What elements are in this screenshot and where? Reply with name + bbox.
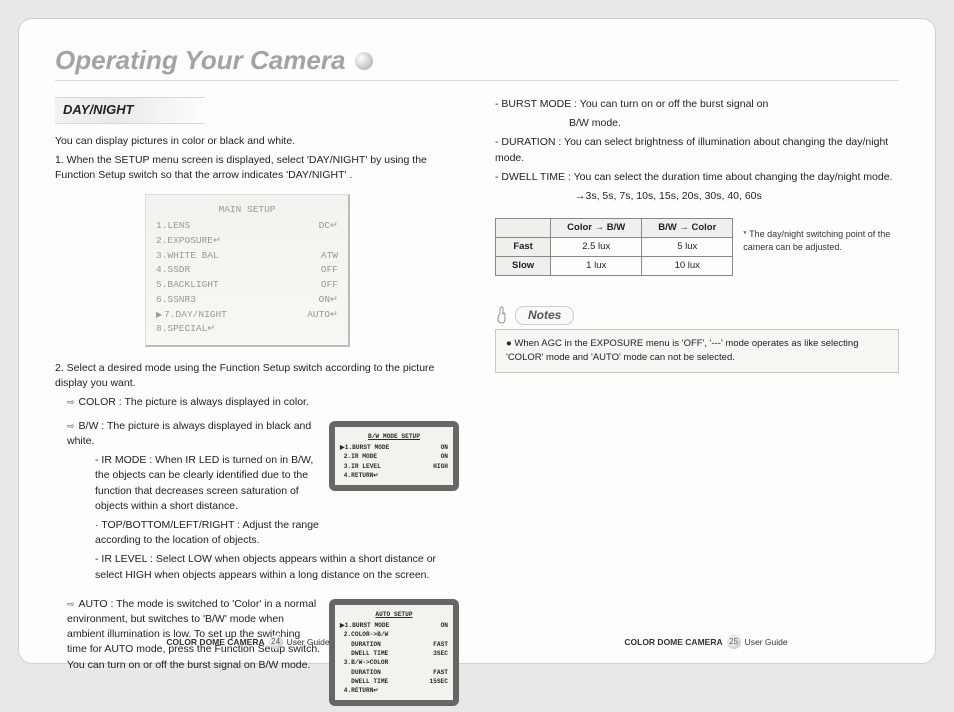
table-corner (496, 219, 551, 238)
step-2: 2. Select a desired mode using the Funct… (55, 361, 459, 391)
switch-point-table: Color → B/W B/W → Color Fast 2.5 lux 5 l… (495, 218, 733, 275)
section-heading: DAY/NIGHT (55, 97, 205, 124)
content-columns: DAY/NIGHT You can display pictures in co… (55, 97, 899, 712)
footer-guide: User Guide (287, 637, 330, 647)
main-setup-title: MAIN SETUP (156, 203, 338, 218)
step-1: 1. When the SETUP menu screen is display… (55, 153, 459, 183)
color-mode-line: COLOR : The picture is always displayed … (55, 395, 459, 410)
notes-hand-icon (495, 306, 509, 324)
bw-screen-title: B/W MODE SETUP (340, 432, 448, 441)
footer-right: COLOR DOME CAMERA 25 User Guide (624, 635, 787, 649)
burst-line-2: B/W mode. (495, 116, 899, 131)
ir-level-text: - IR LEVEL : Select LOW when objects app… (55, 552, 459, 582)
right-column: - BURST MODE : You can turn on or off th… (495, 97, 899, 712)
auto-screen-title: AUTO SETUP (340, 610, 448, 619)
right-bullets: - BURST MODE : You can turn on or off th… (495, 97, 899, 204)
dwell-line: - DWELL TIME : You can select the durati… (495, 170, 899, 185)
switch-table-row: Color → B/W B/W → Color Fast 2.5 lux 5 l… (495, 210, 899, 281)
main-setup-screen: MAIN SETUP 1.LENSDC↵2.EXPOSURE↵3.WHITE B… (145, 194, 350, 347)
dwell-values: →3s, 5s, 7s, 10s, 15s, 20s, 30s, 40, 60s (495, 189, 899, 204)
cell: 1 lux (551, 256, 642, 275)
cell: 10 lux (642, 256, 733, 275)
notes-label: Notes (515, 306, 574, 325)
notes-box: ● When AGC in the EXPOSURE menu is 'OFF'… (495, 329, 899, 373)
page-title-row: Operating Your Camera (55, 45, 899, 76)
manual-page: Operating Your Camera DAY/NIGHT You can … (18, 18, 936, 664)
col-color-bw: Color → B/W (551, 219, 642, 238)
burst-line: - BURST MODE : You can turn on or off th… (495, 97, 899, 112)
duration-line: - DURATION : You can select brightness o… (495, 135, 899, 165)
row-fast: Fast (496, 238, 551, 257)
footer-product: COLOR DOME CAMERA (624, 637, 722, 647)
intro-text: You can display pictures in color or bla… (55, 134, 459, 149)
left-column: DAY/NIGHT You can display pictures in co… (55, 97, 459, 712)
title-orb-icon (355, 52, 373, 70)
page-number-left: 24 (269, 635, 283, 649)
row-slow: Slow (496, 256, 551, 275)
footer-product: COLOR DOME CAMERA (166, 637, 264, 647)
auto-setup-screen: AUTO SETUP ▶1.BURST MODEON 2.COLOR->B/W … (329, 599, 459, 707)
table-row: Fast 2.5 lux 5 lux (496, 238, 733, 257)
cell: 2.5 lux (551, 238, 642, 257)
page-title: Operating Your Camera (55, 45, 345, 76)
table-row: Slow 1 lux 10 lux (496, 256, 733, 275)
table-footnote: * The day/night switching point of the c… (743, 210, 893, 254)
footer-guide: User Guide (745, 637, 788, 647)
bw-mode-screen: B/W MODE SETUP ▶1.BURST MODEON 2.IR MODE… (329, 421, 459, 491)
title-divider (55, 80, 899, 81)
page-footer: COLOR DOME CAMERA 24 User Guide COLOR DO… (19, 635, 935, 649)
footer-left: COLOR DOME CAMERA 24 User Guide (166, 635, 329, 649)
cell: 5 lux (642, 238, 733, 257)
page-number-right: 25 (727, 635, 741, 649)
tblr-text: · TOP/BOTTOM/LEFT/RIGHT : Adjust the ran… (55, 518, 325, 548)
col-bw-color: B/W → Color (642, 219, 733, 238)
notes-heading: Notes (495, 306, 899, 325)
ir-mode-text: - IR MODE : When IR LED is turned on in … (55, 453, 325, 514)
